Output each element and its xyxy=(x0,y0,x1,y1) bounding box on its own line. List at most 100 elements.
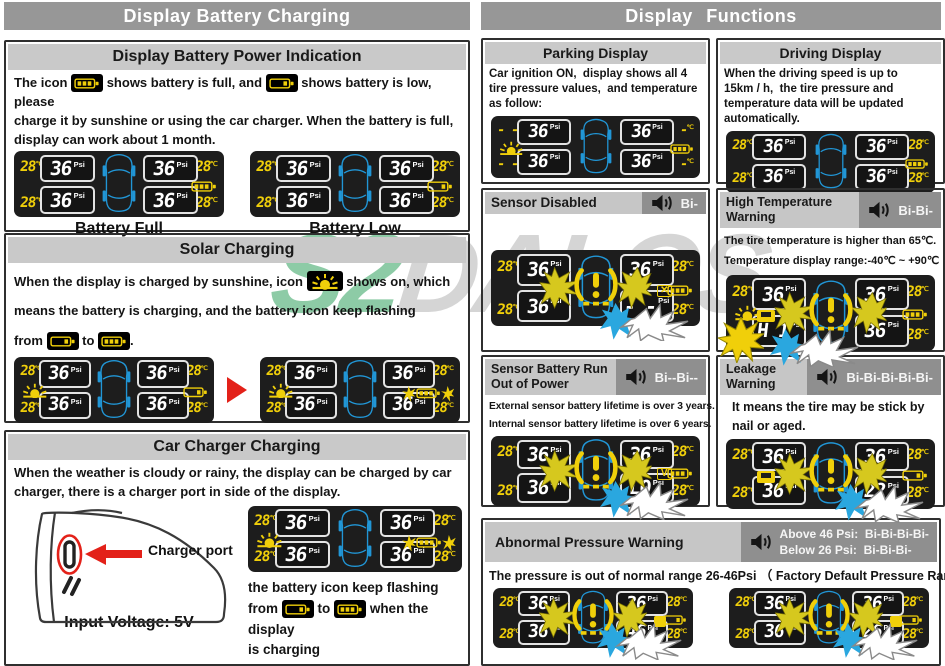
temperature-reading: 28℃ xyxy=(431,549,456,566)
title-line: Out of Power xyxy=(491,377,569,391)
beep-pattern-below: Below 26 Psi: Bi-Bi-Bi- xyxy=(779,543,912,557)
text-line: Car ignition ON, display shows all 4 xyxy=(489,68,688,80)
lcd-display-driving: 28℃ 28℃ 28℃ 28℃ 36 Psi 36 Psi 36 Psi 36 Psi xyxy=(726,130,935,193)
temperature-reading: 28℃ xyxy=(496,444,520,461)
header-display-functions: Display Functions xyxy=(481,2,941,30)
warning-title: Sensor Battery Run Out of Power xyxy=(485,359,616,395)
battery-full-icon xyxy=(669,143,694,155)
tpms-warning-icon xyxy=(773,288,889,336)
lcd-display-pressure-low: 28℃28℃28℃28℃36Psi36Psi36Psi26Psi xyxy=(729,588,929,662)
battery-full-icon xyxy=(902,308,928,321)
speaker-icon xyxy=(624,367,649,387)
sound-label: Bi- xyxy=(641,192,706,215)
text-line: When the display is charged by sunshine,… xyxy=(14,267,460,296)
lcd-display-sensor-battery: 28℃28℃28℃28℃36Psi36Psi36PsiLOPsiV xyxy=(491,436,700,522)
sound-label: Bi-Bi- xyxy=(859,192,941,228)
beep-pattern: Bi--Bi-- xyxy=(654,369,698,385)
car-icon xyxy=(578,117,614,177)
temperature-reading: 28℃ xyxy=(731,283,755,300)
battery-full-icon xyxy=(402,385,454,402)
subsection-title-parking: Parking Display xyxy=(485,42,706,64)
sun-charging-icon xyxy=(255,532,284,549)
speaker-icon xyxy=(749,532,774,552)
car-charger-text: When the weather is cloudy or rainy, the… xyxy=(6,464,468,502)
text-line: charger, there is a charger port in side… xyxy=(14,483,341,499)
battery-low-icon xyxy=(183,386,208,399)
temperature-reading: 28℃ xyxy=(431,399,454,416)
warning-title: Abnormal Pressure Warning xyxy=(485,522,741,562)
lcd-display-leakage: 28℃28℃28℃28℃36Psi36Psi36Psi22Psi xyxy=(726,438,935,524)
sound-band: Sensor Battery Run Out of Power Bi--Bi-- xyxy=(485,359,706,395)
temperature-reading: 28℃ xyxy=(498,626,521,642)
text-line: The tire temperature is higher than 65℃. xyxy=(724,235,937,247)
display-profile-graphic xyxy=(34,508,227,623)
temperature-reading: 28℃ xyxy=(731,485,755,502)
temperature-reading: 28℃ xyxy=(496,259,520,276)
status-icon-row xyxy=(889,615,902,627)
temperature-reading: 28℃ xyxy=(19,363,42,380)
temperature-reading: 28℃ xyxy=(496,482,520,499)
text-fragment: . xyxy=(130,332,134,348)
tpms-warning-icon xyxy=(774,594,885,640)
temperature-reading: 28℃ xyxy=(255,158,279,175)
high-temperature-warning-section: High Temperature Warning Bi-Bi- The tire … xyxy=(716,188,945,369)
car-charger-right: 28℃ 28℃ 28℃ 28℃ 36 Psi 36 Psi 36 Psi 36 Psi the bat… xyxy=(246,505,462,662)
temperature-reading: 28℃ xyxy=(731,446,755,463)
sensor-battery-text: External sensor battery lifetime is over… xyxy=(483,398,715,433)
text-line: The pressure is out of normal range 26-4… xyxy=(489,569,945,583)
temperature-reading: - -℃ xyxy=(664,122,694,138)
warning-title: Leakage Warning xyxy=(720,359,808,395)
temperature-reading: 28℃ xyxy=(431,513,456,530)
text-line: as follow: xyxy=(489,97,543,110)
charging-flash-text: the battery icon keep flashing from to w… xyxy=(248,578,462,662)
pressure-alert-icon xyxy=(889,615,902,627)
temperature-reading: 28℃ xyxy=(429,158,454,175)
leakage-text: It means the tire may be stick by nail o… xyxy=(718,398,943,436)
battery-full-icon xyxy=(71,74,104,92)
tpms-warning-icon xyxy=(538,263,654,311)
car-icon xyxy=(343,358,377,421)
alarm-burst-icon xyxy=(598,477,690,522)
text-line: is charging xyxy=(248,642,321,658)
text-line: from to when the display xyxy=(248,599,462,641)
temperature-reading: 28℃ xyxy=(265,363,288,380)
charger-port-slot xyxy=(63,539,76,569)
battery-full-icon xyxy=(667,284,693,297)
beep-pattern: Bi-Bi-Bi-Bi-Bi- xyxy=(846,369,933,385)
arrow-right-icon xyxy=(227,376,247,403)
text-line: the battery icon keep flashing xyxy=(248,579,439,595)
alarm-burst-yellow-icon xyxy=(716,315,766,365)
temperature-reading: 28℃ xyxy=(193,158,218,175)
text-fragment: shows on, which xyxy=(346,274,451,289)
car-icon xyxy=(812,589,846,647)
car-icon xyxy=(101,153,137,216)
indicator-badge-icon xyxy=(757,309,775,322)
temperature-reading: 28℃ xyxy=(253,513,278,530)
sensor-disabled-icon: ✕ xyxy=(656,285,672,298)
solar-text: When the display is charged by sunshine,… xyxy=(6,267,468,355)
temperature-reading: 28℃ xyxy=(19,194,43,211)
temperature-reading: 28℃ xyxy=(904,485,929,502)
sun-charging-icon xyxy=(267,383,295,399)
car-icon xyxy=(337,153,373,216)
tpms-warning-icon xyxy=(773,448,889,496)
temperature-reading: 28℃ xyxy=(498,594,521,610)
leakage-warning-section: Leakage Warning Bi-Bi-Bi-Bi-Bi- It means … xyxy=(716,355,945,524)
sound-label: Above 46 Psi: Bi-Bi-Bi-Bi- Below 26 Psi: … xyxy=(740,522,937,562)
car-icon xyxy=(813,132,849,192)
